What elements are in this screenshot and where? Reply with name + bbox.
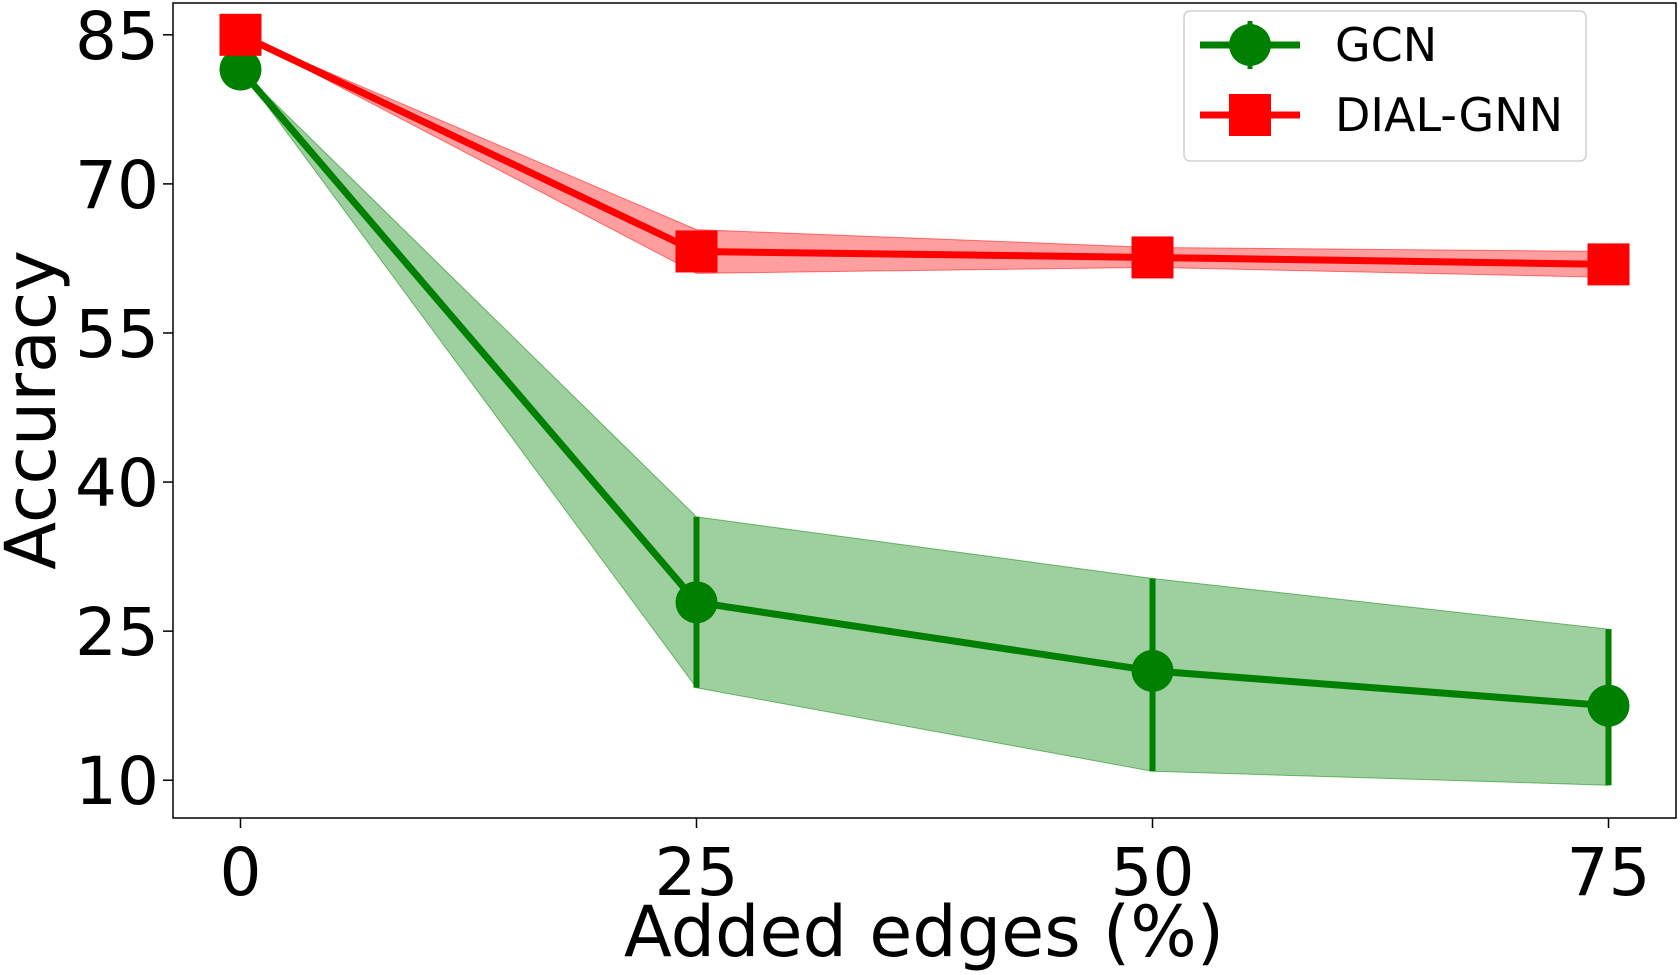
- series-markers: [219, 13, 1630, 786]
- x-tick-label: 50: [1111, 834, 1195, 911]
- y-tick-label: 25: [75, 594, 159, 671]
- legend-dial-gnn-label: DIAL-GNN: [1335, 88, 1563, 142]
- dial-gnn-point: [1587, 243, 1630, 286]
- legend: GCN DIAL-GNN: [1183, 10, 1587, 162]
- y-tick-label: 10: [75, 743, 159, 820]
- x-tick-label: 25: [655, 834, 739, 911]
- dial-gnn-point: [219, 13, 262, 56]
- series-lines: [237, 31, 1609, 710]
- gcn-point: [1131, 649, 1174, 692]
- gcn-point: [219, 48, 262, 91]
- dial-gnn-point: [675, 230, 718, 273]
- gcn-series-line: [237, 67, 1609, 710]
- y-tick-label: 40: [75, 445, 159, 522]
- legend-items: GCN DIAL-GNN: [1200, 18, 1563, 142]
- dial-gnn-series-line: [238, 31, 1609, 268]
- x-tick-label: 0: [219, 834, 261, 911]
- dial-gnn-point: [1131, 236, 1174, 279]
- x-tick-label: 75: [1567, 834, 1651, 911]
- legend-gcn-label: GCN: [1335, 18, 1437, 72]
- y-axis-ticks: 10 25 40 55 70 85: [75, 0, 173, 820]
- gcn-point: [675, 581, 718, 624]
- legend-gcn-marker: [1229, 24, 1271, 66]
- y-tick-label: 55: [75, 296, 159, 373]
- y-tick-label: 85: [75, 0, 159, 75]
- gcn-point: [1587, 684, 1630, 727]
- y-tick-label: 70: [75, 147, 159, 224]
- legend-dial-gnn-marker: [1229, 94, 1271, 136]
- y-axis-label: Accuracy: [0, 250, 72, 570]
- x-axis-label: Added edges (%): [624, 891, 1224, 971]
- x-axis-ticks: 0 25 50 75: [219, 818, 1651, 911]
